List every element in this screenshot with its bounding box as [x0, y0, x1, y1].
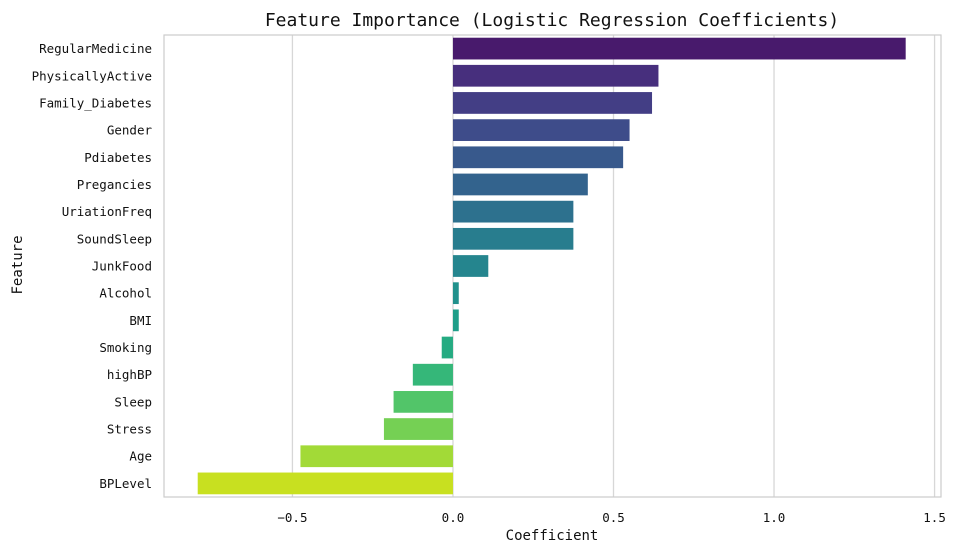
y-tick-label: UriationFreq: [62, 204, 152, 219]
y-tick-label: Sleep: [114, 394, 152, 409]
bar: [383, 418, 453, 440]
bar: [393, 391, 453, 413]
bar: [452, 282, 459, 305]
bar: [452, 146, 624, 169]
y-tick-label: Gender: [107, 123, 153, 138]
y-tick-label: RegularMedicine: [39, 41, 152, 56]
bar: [452, 309, 459, 332]
bar: [452, 173, 588, 196]
y-tick-label: JunkFood: [92, 259, 152, 274]
plot-frame: [163, 34, 942, 498]
x-tick-label: 0.0: [442, 510, 465, 525]
bar: [441, 336, 453, 359]
bar: [452, 227, 574, 250]
x-tick-label: 1.5: [923, 510, 946, 525]
x-tick-labels: −0.5 0.0 0.5 1.0 1.5: [277, 510, 945, 525]
y-tick-label: SoundSleep: [77, 231, 152, 246]
y-tick-label: Smoking: [99, 340, 152, 355]
x-tick-label: 1.0: [763, 510, 786, 525]
y-tick-label: BMI: [129, 313, 152, 328]
y-tick-label: Pregancies: [77, 177, 152, 192]
y-tick-label: Family_Diabetes: [39, 95, 152, 110]
bar: [197, 472, 453, 495]
x-axis-label: Coefficient: [506, 528, 599, 544]
bar: [452, 200, 574, 223]
y-tick-label: Alcohol: [99, 286, 152, 301]
x-tick-label: 0.5: [602, 510, 625, 525]
bar: [452, 119, 630, 141]
y-tick-label: Stress: [107, 422, 152, 437]
bar: [300, 445, 453, 468]
y-tick-label: BPLevel: [99, 476, 152, 491]
bar: [452, 92, 653, 114]
bar: [452, 255, 489, 277]
y-axis-label: Feature: [10, 235, 26, 294]
bar: [412, 363, 453, 386]
y-tick-label: highBP: [107, 367, 152, 382]
x-tick-label: −0.5: [277, 510, 307, 525]
bars: [197, 37, 906, 495]
bar: [452, 37, 906, 60]
y-tick-labels: RegularMedicine PhysicallyActive Family_Di…: [32, 41, 153, 491]
y-tick-label: Pdiabetes: [84, 150, 152, 165]
bar: [452, 64, 659, 87]
chart-title: Feature Importance (Logistic Regression …: [265, 10, 839, 31]
y-tick-label: PhysicallyActive: [32, 68, 152, 83]
y-tick-label: Age: [129, 449, 152, 464]
